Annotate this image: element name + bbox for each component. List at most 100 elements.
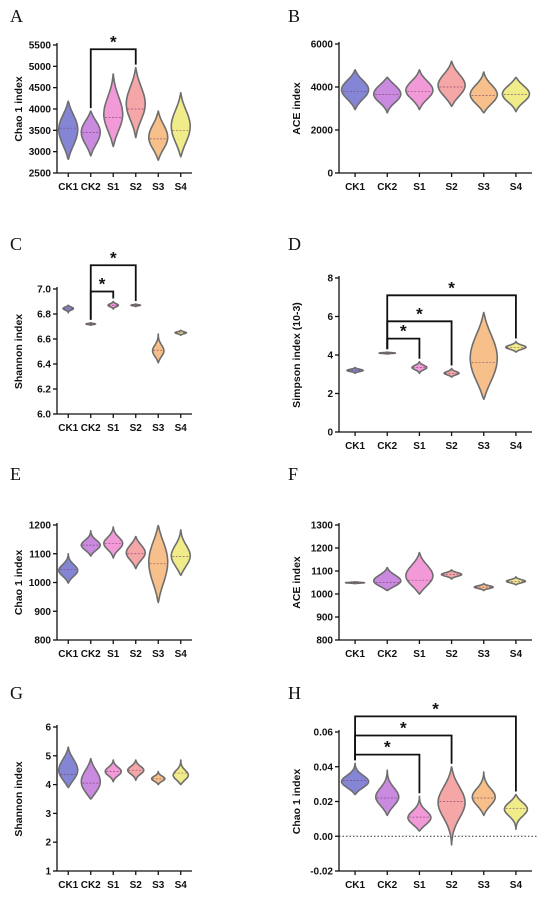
x-tick-label: S2 [445,182,458,193]
violin-s2 [125,535,146,570]
violin-s4 [170,92,191,158]
x-tick-label: S3 [478,441,491,452]
panel-h: H -0.02 0.00 0.02 0.04 0.06 Chao 1 index CK1 CK2… [288,683,538,891]
x-tick-label: S4 [510,880,523,891]
x-tick-label: S1 [413,649,426,660]
violin-ck1 [340,762,370,796]
y-tick-label: 6.0 [37,410,51,421]
y-axis-label: ACE index [291,556,303,609]
y-tick-label: 3 [45,809,51,820]
y-tick-label: 1 [45,867,51,878]
significance-bracket [386,337,421,359]
y-tick-label: 6.6 [37,335,51,346]
y-axis-label: Shannon index [13,761,25,836]
y-tick-label: 800 [316,636,333,647]
panel-b: B 0 2000 4000 6000 ACE index CK1 CK2 S1 S2 S3 S4 [288,6,532,193]
y-tick-label: 1200 [311,544,334,555]
y-tick-label: -0.02 [310,867,333,878]
x-tick-label: S1 [413,441,426,452]
violin-ck1 [58,746,79,789]
x-tick-label: S1 [107,423,120,434]
significance-star: * [110,248,117,267]
x-tick-label: CK2 [377,441,397,452]
significance-star: * [432,699,439,718]
x-tick-label: S2 [445,880,458,891]
violin-s4 [170,529,191,577]
x-tick-label: CK1 [345,649,365,660]
violin-s3 [148,110,169,161]
x-tick-label: S2 [130,182,143,193]
violin-s3 [469,71,499,114]
violin-s1 [411,360,428,375]
y-tick-label: 4000 [311,83,334,94]
x-tick-label: CK1 [58,423,78,434]
y-tick-label: 800 [34,636,51,647]
significance-bracket [354,734,453,764]
x-tick-label: S3 [478,649,491,660]
y-axis-label: Chao 1 index [13,550,25,616]
y-tick-label: 1100 [311,567,333,578]
y-tick-label: 0.04 [314,762,334,773]
significance-star: * [400,322,407,341]
significance-star: * [110,32,117,51]
y-tick-label: 0 [327,428,333,439]
x-tick-label: CK1 [58,649,78,660]
significance-star: * [416,304,423,323]
x-tick-label: S4 [510,182,523,193]
panel-letter: F [288,464,298,484]
y-axis-label: Simpson index (10-3) [291,302,303,408]
violin-ck2 [372,76,402,114]
violin-s3 [151,333,165,364]
x-tick-label: CK2 [81,880,101,891]
violin-s2 [437,766,466,846]
x-tick-label: S2 [130,880,143,891]
y-tick-label: 0.06 [314,728,334,739]
panel-letter: C [10,234,22,254]
y-tick-label: 0.02 [314,797,334,808]
violin-s1 [407,795,432,832]
violin-s4 [503,793,529,831]
significance-star: * [448,278,455,297]
y-tick-label: 0 [327,169,333,180]
x-tick-label: CK1 [58,880,78,891]
y-tick-label: 5500 [29,41,52,52]
significance-star: * [384,738,391,757]
significance-bracket [89,48,137,109]
panel-d: D 0 2 4 6 8 Simpson index (10-3) CK1 CK2 S1 S2 S3 S4… [288,234,532,452]
x-tick-label: CK1 [345,880,365,891]
violin-ck1 [58,100,79,161]
y-tick-label: 6.8 [37,310,51,321]
x-tick-label: CK2 [377,649,397,660]
violin-s3 [469,311,499,401]
y-axis-label: Chao 1 index [291,769,303,835]
y-axis-label: Shannon index [13,314,25,389]
y-tick-label: 3000 [29,147,52,158]
significance-bracket [354,753,421,794]
y-tick-label: 900 [316,613,333,624]
x-tick-label: CK2 [81,182,101,193]
y-tick-label: 4 [45,780,51,791]
y-tick-label: 2 [327,389,333,400]
y-tick-label: 5 [45,751,51,762]
x-tick-label: CK1 [345,182,365,193]
y-tick-label: 2 [45,838,51,849]
y-tick-label: 900 [34,607,51,618]
panel-e: E 800 900 1000 1100 1200 Chao 1 index CK1 CK2 S1 S… [10,464,192,660]
violin-ck2 [80,757,101,800]
y-tick-label: 2000 [311,126,334,137]
significance-star: * [400,718,407,737]
x-tick-label: CK1 [58,182,78,193]
panel-a: A 2500 3000 3500 4000 4500 5000 5500 Chao 1 inde… [10,6,192,193]
x-tick-label: S3 [152,423,165,434]
x-tick-label: S3 [478,880,491,891]
y-tick-label: 4 [327,351,333,362]
panel-letter: E [10,464,21,484]
violin-s3 [150,770,166,786]
violin-ck1 [58,553,79,584]
x-tick-label: S4 [175,649,188,660]
violin-s2 [440,569,463,580]
violin-s4 [505,576,527,586]
y-tick-label: 8 [327,274,333,285]
y-tick-label: 2500 [29,169,52,180]
violin-ck1 [340,69,370,111]
